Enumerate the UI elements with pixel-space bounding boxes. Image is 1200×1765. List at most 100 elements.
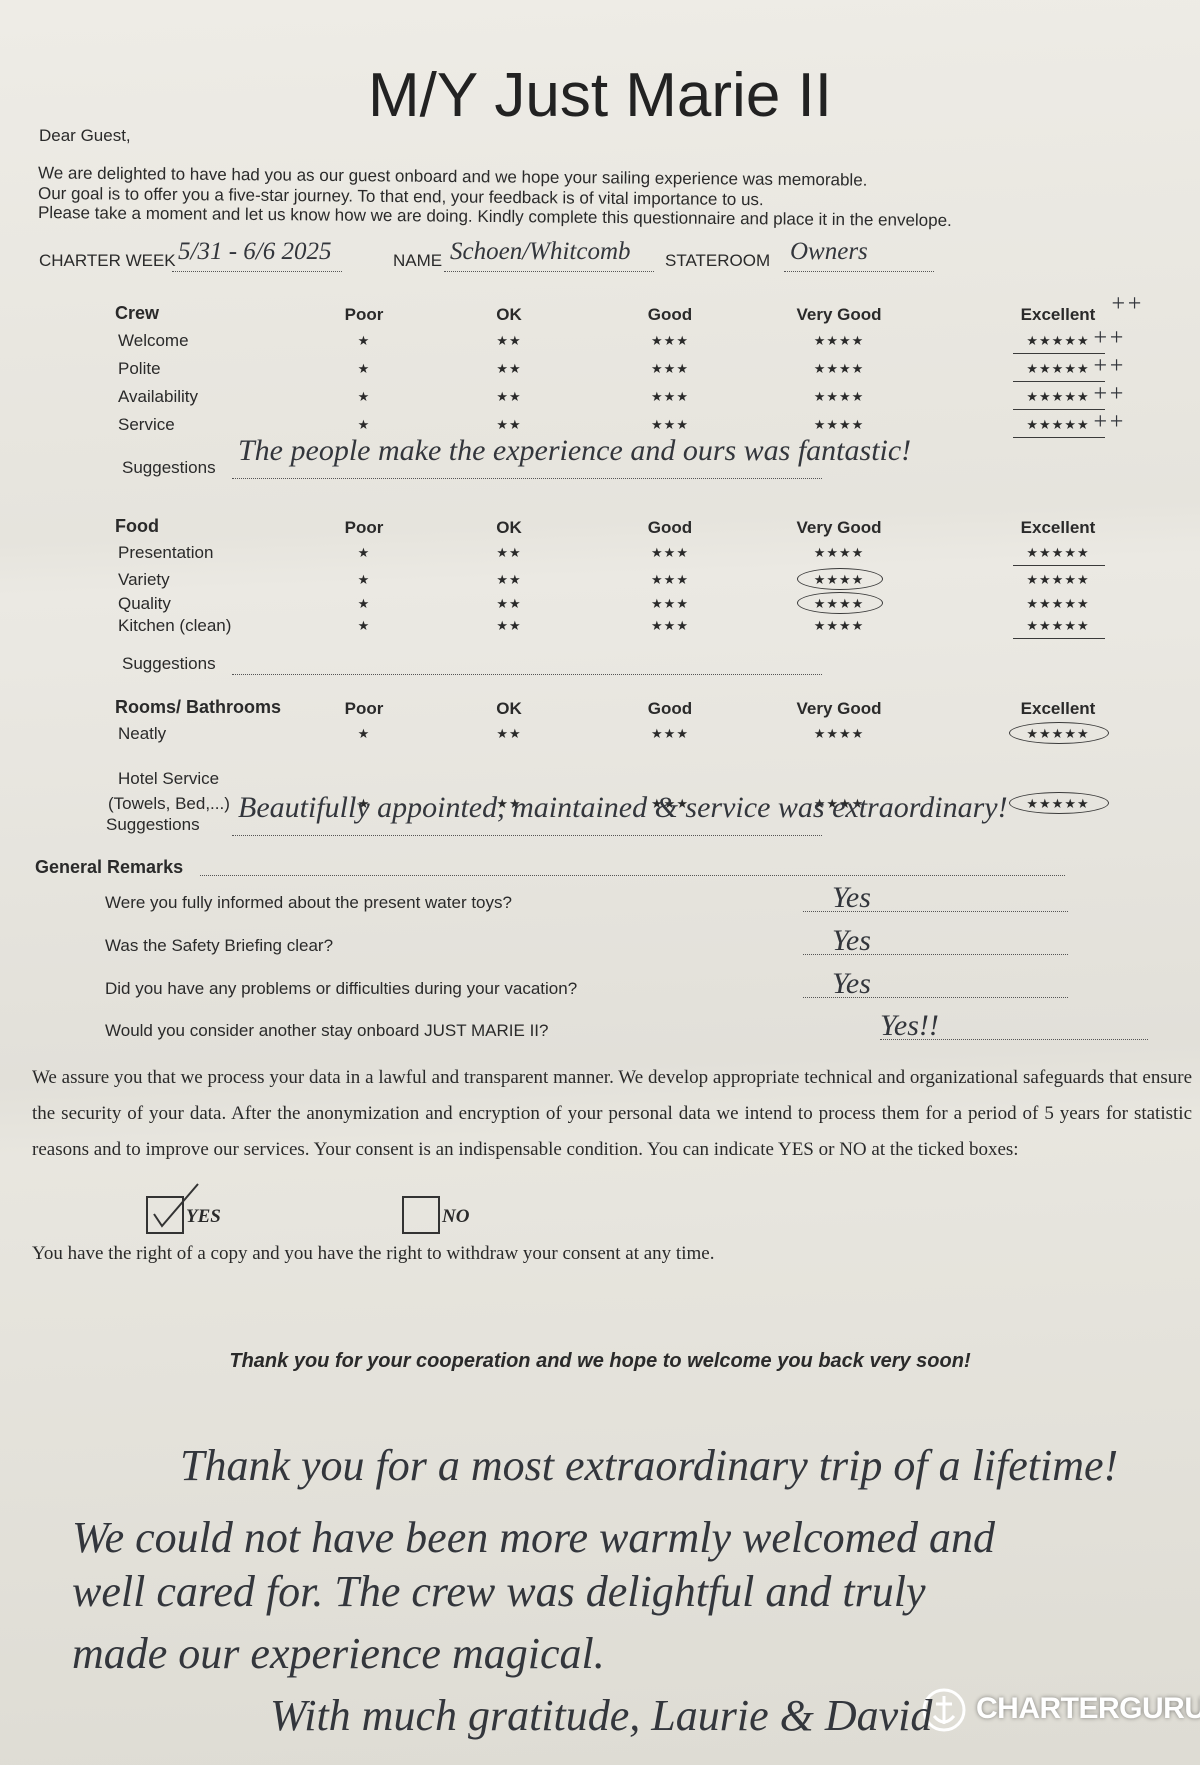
rating-stars: ★★ bbox=[496, 333, 522, 348]
column-header: Poor bbox=[344, 699, 384, 718]
rating-stars: ★ bbox=[357, 389, 371, 404]
rating-stars: ★★★ bbox=[651, 596, 689, 611]
rating-stars: ★★ bbox=[496, 618, 522, 633]
selection-circle bbox=[1009, 722, 1109, 744]
row-label: Polite bbox=[118, 359, 161, 378]
consent-checkbox bbox=[402, 1196, 440, 1234]
row-label: Service bbox=[118, 415, 175, 434]
row-label: Quality bbox=[118, 594, 171, 613]
section-title: Rooms/ Bathrooms bbox=[115, 697, 282, 717]
rating-stars: ★★★ bbox=[651, 417, 689, 432]
column-header: Excellent bbox=[1020, 518, 1096, 537]
selection-underline bbox=[1013, 565, 1105, 566]
selection-underline bbox=[1013, 638, 1105, 639]
handwritten-note: Thank you for a most extraordinary trip … bbox=[180, 1441, 1119, 1490]
column-header: Good bbox=[647, 518, 693, 537]
rating-stars: ★ bbox=[357, 545, 371, 560]
rating-stars: ★★★★★ bbox=[1026, 417, 1090, 432]
rights-text: You have the right of a copy and you hav… bbox=[32, 1243, 715, 1264]
consent-label: NO bbox=[442, 1206, 470, 1227]
row-label: Hotel Service bbox=[118, 769, 220, 788]
field-label: STATEROOM bbox=[665, 251, 771, 270]
answer-text: Yes bbox=[832, 924, 871, 957]
remarks-title: General Remarks bbox=[35, 857, 184, 877]
field-underline bbox=[784, 271, 934, 272]
row-label: Presentation bbox=[118, 543, 214, 562]
handwritten-note: made our experience magical. bbox=[72, 1629, 605, 1678]
rating-stars: ★★ bbox=[496, 545, 522, 560]
rating-stars: ★ bbox=[357, 796, 371, 811]
greeting: Dear Guest, bbox=[39, 126, 131, 145]
rating-stars: ★★★★★ bbox=[1026, 389, 1090, 404]
handwritten-note: With much gratitude, Laurie & David bbox=[270, 1691, 933, 1740]
rating-stars: ★★★★ bbox=[813, 333, 865, 348]
question-text: Was the Safety Briefing clear? bbox=[105, 936, 334, 955]
suggestions-label: Suggestions bbox=[122, 458, 216, 477]
rating-stars: ★★★★ bbox=[813, 618, 865, 633]
column-header: OK bbox=[496, 518, 522, 537]
rating-stars: ★★★ bbox=[651, 389, 689, 404]
rating-stars: ★★ bbox=[496, 572, 522, 587]
rating-stars: ★★★★★ bbox=[1026, 572, 1090, 587]
rating-stars: ★ bbox=[357, 572, 371, 587]
suggestion-text: Beautifully appointed, maintained & serv… bbox=[238, 791, 1008, 824]
column-header: OK bbox=[496, 305, 522, 324]
column-header: OK bbox=[496, 699, 522, 718]
rating-stars: ★★ bbox=[496, 796, 522, 811]
field-underline bbox=[444, 271, 654, 272]
column-header: Excellent bbox=[1020, 305, 1096, 324]
rating-stars: ★ bbox=[357, 417, 371, 432]
rating-stars: ★★★★ bbox=[813, 361, 865, 376]
form-title: M/Y Just Marie II bbox=[368, 61, 832, 130]
rating-stars: ★★★ bbox=[651, 726, 689, 741]
column-header: Poor bbox=[344, 518, 384, 537]
column-header: Poor bbox=[344, 305, 384, 324]
suggestion-line bbox=[232, 478, 822, 479]
selection-circle bbox=[797, 592, 883, 614]
selection-circle bbox=[797, 568, 883, 590]
field-underline bbox=[172, 271, 342, 272]
rating-stars: ★★★★ bbox=[813, 726, 865, 741]
rating-stars: ★ bbox=[357, 726, 371, 741]
rating-stars: ★★★ bbox=[651, 333, 689, 348]
section-title: Crew bbox=[115, 303, 160, 323]
suggestion-line bbox=[232, 835, 822, 836]
rating-stars: ★★★★★ bbox=[1026, 545, 1090, 560]
check-mark bbox=[153, 1183, 199, 1228]
field-label: CHARTER WEEK bbox=[39, 251, 176, 270]
closing-text: Thank you for your cooperation and we ho… bbox=[229, 1350, 971, 1372]
suggestions-label: Suggestions bbox=[122, 654, 216, 673]
question-text: Were you fully informed about the presen… bbox=[105, 893, 512, 912]
row-label: Availability bbox=[118, 387, 199, 406]
row-label: Kitchen (clean) bbox=[118, 616, 232, 635]
column-header: Very Good bbox=[796, 518, 882, 537]
column-header: Good bbox=[647, 699, 693, 718]
selection-underline bbox=[1013, 437, 1105, 438]
handwritten-mark: ++ bbox=[1110, 291, 1143, 317]
suggestion-text: The people make the experience and ours … bbox=[238, 434, 912, 467]
row-label: Neatly bbox=[118, 724, 167, 743]
rating-stars: ★★ bbox=[496, 596, 522, 611]
intro-line: Please take a moment and let us know how… bbox=[37, 203, 952, 230]
answer-line bbox=[803, 997, 1068, 998]
watermark: CHARTERGURU bbox=[976, 1692, 1200, 1725]
rating-stars: ★ bbox=[357, 596, 371, 611]
privacy-text: We assure you that we process your data … bbox=[32, 1067, 1192, 1160]
answer-text: Yes bbox=[832, 881, 871, 914]
rating-stars: ★★★ bbox=[651, 796, 689, 811]
rating-stars: ★★ bbox=[496, 389, 522, 404]
consent-checkbox bbox=[146, 1183, 199, 1234]
row-sublabel: (Towels, Bed,...) bbox=[108, 794, 230, 813]
rating-stars: ★★★★★ bbox=[1026, 618, 1090, 633]
rating-stars: ★★★★★ bbox=[1026, 596, 1090, 611]
answer-line bbox=[803, 954, 1068, 955]
rating-stars: ★ bbox=[357, 618, 371, 633]
field-value: 5/31 - 6/6 2025 bbox=[178, 238, 332, 265]
question-text: Did you have any problems or difficultie… bbox=[105, 979, 578, 998]
handwritten-mark: ++ bbox=[1092, 381, 1125, 407]
rating-stars: ★★ bbox=[496, 361, 522, 376]
answer-text: Yes bbox=[832, 967, 871, 1000]
rating-stars: ★★ bbox=[496, 726, 522, 741]
answer-line bbox=[880, 1039, 1148, 1040]
